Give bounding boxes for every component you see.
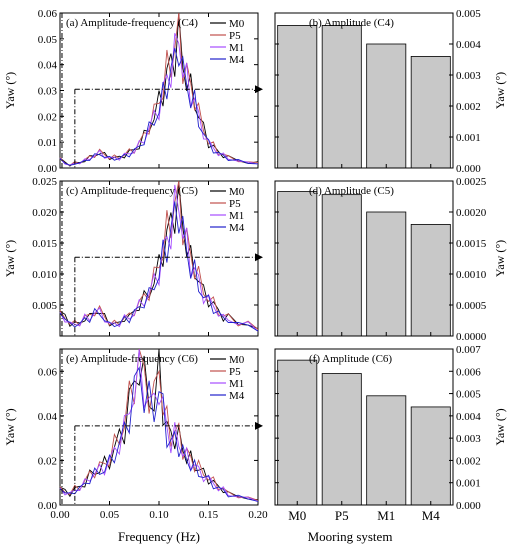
spectrum-panel-1: 0.005 0.010 0.015 0.020 0.025 (c) Amplitude-f… [3, 176, 263, 337]
x-tick-label: 0.20 [248, 509, 268, 521]
y-tick-label: 0.04 [38, 60, 58, 72]
y-tick-label: 0.0010 [456, 269, 487, 281]
y-axis-label: Yaw (°) [3, 72, 17, 109]
y-axis-label: Yaw (°) [3, 240, 17, 277]
y-tick-label: 0.01 [38, 137, 57, 149]
legend-label-p5: P5 [229, 30, 241, 42]
legend-label-m0: M0 [229, 186, 245, 198]
plot-frame [274, 180, 454, 337]
legend-label-m1: M1 [229, 210, 244, 222]
y-tick-label: 0.02 [38, 111, 57, 123]
panel-title: (f) Amplitude (C6) [309, 353, 392, 365]
y-tick-label: 0.00 [38, 500, 58, 512]
bar-m1 [366, 43, 407, 169]
x-tick-label: 0.10 [149, 509, 169, 521]
y-tick-label: 0.025 [32, 176, 57, 188]
y-tick-label: 0.001 [456, 132, 481, 144]
y-tick-label: 0.005 [32, 300, 57, 312]
y-tick-label: 0.05 [38, 34, 58, 46]
y-tick-label: 0.006 [456, 366, 481, 378]
y-tick-label: 0.015 [32, 238, 57, 250]
x-tick-label-m0: M0 [288, 508, 306, 523]
y-axis-label: Yaw (°) [3, 408, 17, 445]
bar-m1 [366, 395, 407, 506]
y-tick-label: 0.010 [32, 269, 57, 281]
spectrum-panel-0: 0.00 0.01 0.02 0.03 0.04 0.05 0.06 (a) Amplitud… [3, 8, 263, 175]
y-tick-label: 0.005 [456, 389, 481, 401]
legend-label-m4: M4 [229, 54, 245, 66]
y-tick-label: 0.0015 [456, 238, 487, 250]
y-tick-label: 0.002 [456, 455, 481, 467]
y-tick-label: 0.0025 [456, 176, 487, 188]
x-tick-label: 0.00 [50, 509, 70, 521]
series-line-m4 [59, 201, 259, 332]
panel-title: (a) Amplitude-frequency (C4) [66, 17, 198, 29]
bar-panel-0: 0.000 0.001 0.002 0.003 0.004 0.005 (b) Amplit… [274, 8, 507, 175]
y-tick-label: 0.004 [456, 411, 481, 423]
y-tick-label: 0.0020 [456, 207, 487, 219]
bar-panel-1: 0.0000 0.0005 0.0010 0.0015 0.0020 0.0025 (d) … [274, 176, 507, 343]
x-tick-label-m1: M1 [377, 508, 395, 523]
panel-title: (e) Amplitude-frequency (C6) [66, 353, 198, 365]
series-line-m4 [59, 366, 259, 502]
legend-label-p5: P5 [229, 366, 241, 378]
spectrum-panel-2: 0.00 0.02 0.04 0.06 0.00 0.05 0.10 0.15 0.20 (e) … [3, 348, 268, 521]
plot-frame [274, 12, 454, 169]
series-line-m4 [59, 47, 259, 166]
y-tick-label: 0.003 [456, 433, 481, 445]
legend-label-m4: M4 [229, 222, 245, 234]
panel-title: (d) Amplitude (C5) [309, 185, 394, 197]
y-tick-label: 0.005 [456, 8, 481, 20]
x-tick-label-p5: P5 [335, 508, 349, 523]
series-line-m1 [59, 184, 259, 332]
y-tick-label: 0.003 [456, 70, 481, 82]
left-x-axis-label: Frequency (Hz) [118, 529, 200, 544]
bar-p5 [321, 373, 362, 506]
y-tick-label: 0.06 [38, 8, 58, 20]
y-axis-label: Yaw (°) [493, 72, 507, 109]
x-tick-label: 0.15 [199, 509, 219, 521]
bar-m0 [277, 359, 318, 506]
y-tick-label: 0.00 [38, 163, 58, 175]
y-tick-label: 0.04 [38, 411, 58, 423]
y-axis-label: Yaw (°) [493, 408, 507, 445]
bar-m0 [277, 191, 318, 337]
right-x-axis-label: Mooring system [308, 529, 393, 544]
legend-label-m4: M4 [229, 390, 245, 402]
bar-m0 [277, 24, 318, 169]
legend-label-m1: M1 [229, 42, 244, 54]
bar-p5 [321, 194, 362, 337]
y-tick-label: 0.000 [456, 163, 481, 175]
bar-panel-2: M0 P5 M1 M4 0.000 0.001 0.002 0.003 0.004 0.005 0.… [274, 344, 507, 523]
bar-m4 [410, 56, 451, 169]
legend-label-m1: M1 [229, 378, 244, 390]
x-tick-label-m4: M4 [422, 508, 441, 523]
y-tick-label: 0.0000 [456, 331, 487, 343]
bar-p5 [321, 24, 362, 169]
panel-title: (b) Amplitude (C4) [309, 17, 394, 29]
legend-label-m0: M0 [229, 18, 245, 30]
y-tick-label: 0.001 [456, 478, 481, 490]
plot-frame [274, 348, 454, 506]
bar-m4 [410, 223, 451, 337]
bar-m1 [366, 211, 407, 337]
x-tick-label: 0.05 [100, 509, 120, 521]
y-axis-label: Yaw (°) [493, 240, 507, 277]
y-tick-label: 0.06 [38, 366, 58, 378]
y-tick-label: 0.02 [38, 455, 57, 467]
y-tick-label: 0.03 [38, 86, 58, 98]
y-tick-label: 0.0005 [456, 300, 487, 312]
series-line-m1 [59, 348, 259, 503]
panel-title: (c) Amplitude-frequency (C5) [66, 185, 198, 197]
legend-label-m0: M0 [229, 354, 245, 366]
bar-m4 [410, 406, 451, 506]
y-tick-label: 0.004 [456, 39, 481, 51]
y-tick-label: 0.002 [456, 101, 481, 113]
y-tick-label: 0.020 [32, 207, 57, 219]
legend-label-p5: P5 [229, 198, 241, 210]
y-tick-label: 0.000 [456, 500, 481, 512]
y-tick-label: 0.007 [456, 344, 481, 356]
